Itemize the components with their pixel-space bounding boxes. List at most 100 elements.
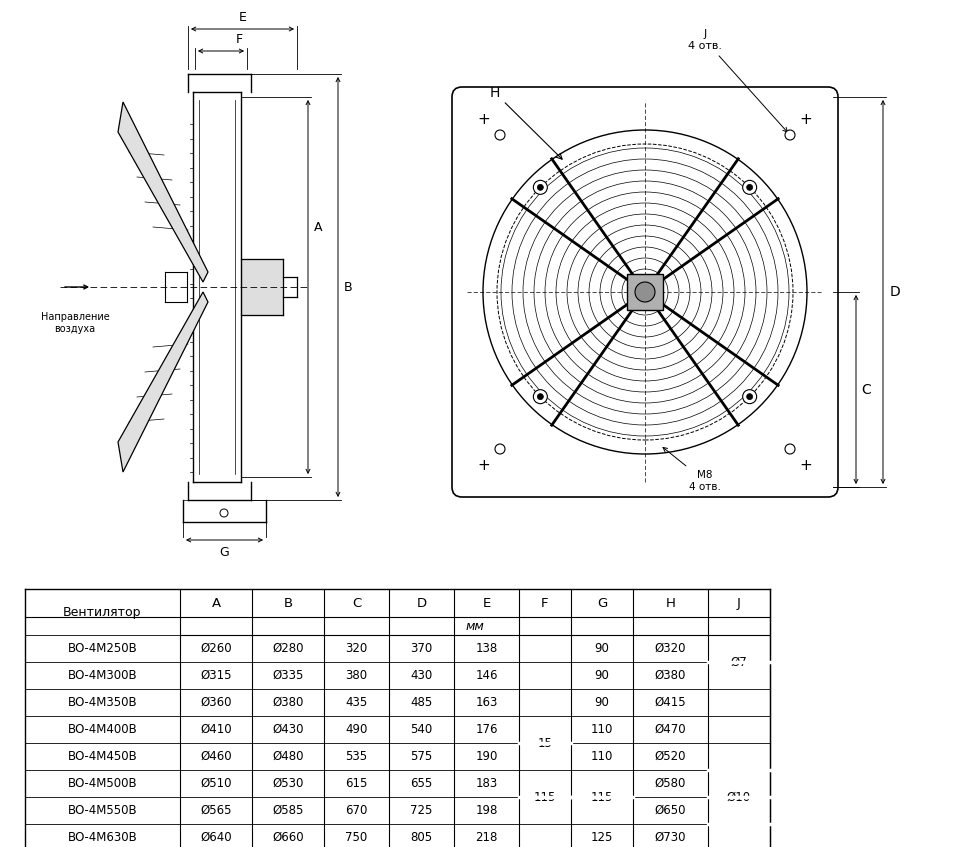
Circle shape (494, 130, 505, 140)
Text: A: A (211, 596, 220, 610)
Text: 485: 485 (410, 696, 432, 709)
Text: 218: 218 (475, 831, 497, 844)
Text: 125: 125 (590, 831, 612, 844)
Text: C: C (352, 596, 360, 610)
Text: Ø470: Ø470 (654, 723, 686, 736)
Circle shape (533, 390, 547, 404)
Text: +: + (477, 112, 490, 126)
Text: 490: 490 (345, 723, 367, 736)
Text: 176: 176 (475, 723, 497, 736)
Text: Ø315: Ø315 (200, 669, 232, 682)
Text: C: C (860, 383, 870, 396)
Text: Ø660: Ø660 (272, 831, 303, 844)
Text: мм: мм (465, 619, 484, 633)
Circle shape (784, 130, 795, 140)
Text: ВО-4М550В: ВО-4М550В (68, 804, 138, 817)
Bar (626, 274, 663, 310)
Text: Ø580: Ø580 (654, 777, 685, 790)
Polygon shape (118, 292, 207, 472)
Text: Ø510: Ø510 (200, 777, 232, 790)
Text: 190: 190 (475, 750, 497, 763)
Circle shape (537, 394, 543, 400)
Text: Ø335: Ø335 (272, 669, 303, 682)
Text: B: B (343, 280, 352, 294)
Text: 15: 15 (537, 737, 552, 750)
Text: Ø565: Ø565 (200, 804, 232, 817)
Text: Ø360: Ø360 (200, 696, 232, 709)
Text: 725: 725 (410, 804, 432, 817)
Text: 115: 115 (533, 790, 555, 804)
Text: F: F (541, 596, 548, 610)
Text: F: F (235, 32, 242, 46)
FancyBboxPatch shape (452, 87, 837, 497)
Text: D: D (889, 285, 899, 299)
Text: 575: 575 (410, 750, 432, 763)
Text: 380: 380 (345, 669, 367, 682)
Text: Ø280: Ø280 (272, 642, 303, 655)
Text: 750: 750 (345, 831, 367, 844)
Text: 670: 670 (345, 804, 367, 817)
Text: Ø730: Ø730 (654, 831, 685, 844)
Text: H: H (665, 596, 674, 610)
Circle shape (220, 509, 228, 517)
Circle shape (742, 180, 756, 194)
Text: E: E (238, 10, 246, 24)
Text: Ø10: Ø10 (726, 790, 750, 804)
Text: Ø430: Ø430 (272, 723, 303, 736)
Text: Ø415: Ø415 (654, 696, 686, 709)
Circle shape (784, 444, 795, 454)
Text: Ø650: Ø650 (654, 804, 685, 817)
Text: 146: 146 (475, 669, 497, 682)
Circle shape (537, 185, 543, 191)
Text: Ø460: Ø460 (200, 750, 232, 763)
Text: ВО-4М630В: ВО-4М630В (68, 831, 138, 844)
Text: ВО-4М250В: ВО-4М250В (68, 642, 138, 655)
Text: 115: 115 (590, 790, 612, 804)
Text: +: + (798, 112, 811, 126)
Text: 370: 370 (410, 642, 432, 655)
Text: ВО-4М350В: ВО-4М350В (68, 696, 138, 709)
Text: Ø410: Ø410 (200, 723, 232, 736)
Text: 90: 90 (594, 669, 609, 682)
Text: ВО-4М450В: ВО-4М450В (68, 750, 138, 763)
Text: Ø7: Ø7 (730, 656, 746, 668)
Text: 435: 435 (345, 696, 367, 709)
Circle shape (746, 394, 752, 400)
Text: 138: 138 (475, 642, 497, 655)
Text: +: + (477, 457, 490, 473)
Text: A: A (313, 220, 322, 234)
Text: J: J (736, 596, 740, 610)
Text: Ø585: Ø585 (272, 804, 303, 817)
Text: +: + (798, 457, 811, 473)
Text: ВО-4М500В: ВО-4М500В (68, 777, 138, 790)
Text: Ø530: Ø530 (272, 777, 303, 790)
Text: 320: 320 (345, 642, 367, 655)
Text: E: E (482, 596, 490, 610)
Text: 183: 183 (475, 777, 497, 790)
Text: 110: 110 (590, 750, 612, 763)
Text: Направление
воздуха: Направление воздуха (41, 312, 109, 334)
Circle shape (533, 180, 547, 194)
Text: J
4 отв.: J 4 отв. (687, 30, 787, 132)
Text: G: G (219, 545, 229, 558)
Text: 430: 430 (410, 669, 432, 682)
Circle shape (494, 444, 505, 454)
Circle shape (635, 282, 654, 302)
Text: G: G (596, 596, 607, 610)
Circle shape (746, 185, 752, 191)
Text: 535: 535 (345, 750, 367, 763)
Text: B: B (283, 596, 293, 610)
Text: Ø380: Ø380 (654, 669, 685, 682)
Text: 540: 540 (410, 723, 432, 736)
Text: M8
4 отв.: M8 4 отв. (663, 447, 720, 492)
Text: D: D (416, 596, 426, 610)
Text: Вентилятор: Вентилятор (63, 606, 141, 618)
Text: ВО-4М300В: ВО-4М300В (68, 669, 138, 682)
Text: ВО-4М400В: ВО-4М400В (68, 723, 138, 736)
Text: 615: 615 (345, 777, 367, 790)
Text: 90: 90 (594, 642, 609, 655)
Text: Ø640: Ø640 (200, 831, 232, 844)
Text: Ø520: Ø520 (654, 750, 685, 763)
Text: Ø380: Ø380 (272, 696, 303, 709)
Text: 110: 110 (590, 723, 612, 736)
